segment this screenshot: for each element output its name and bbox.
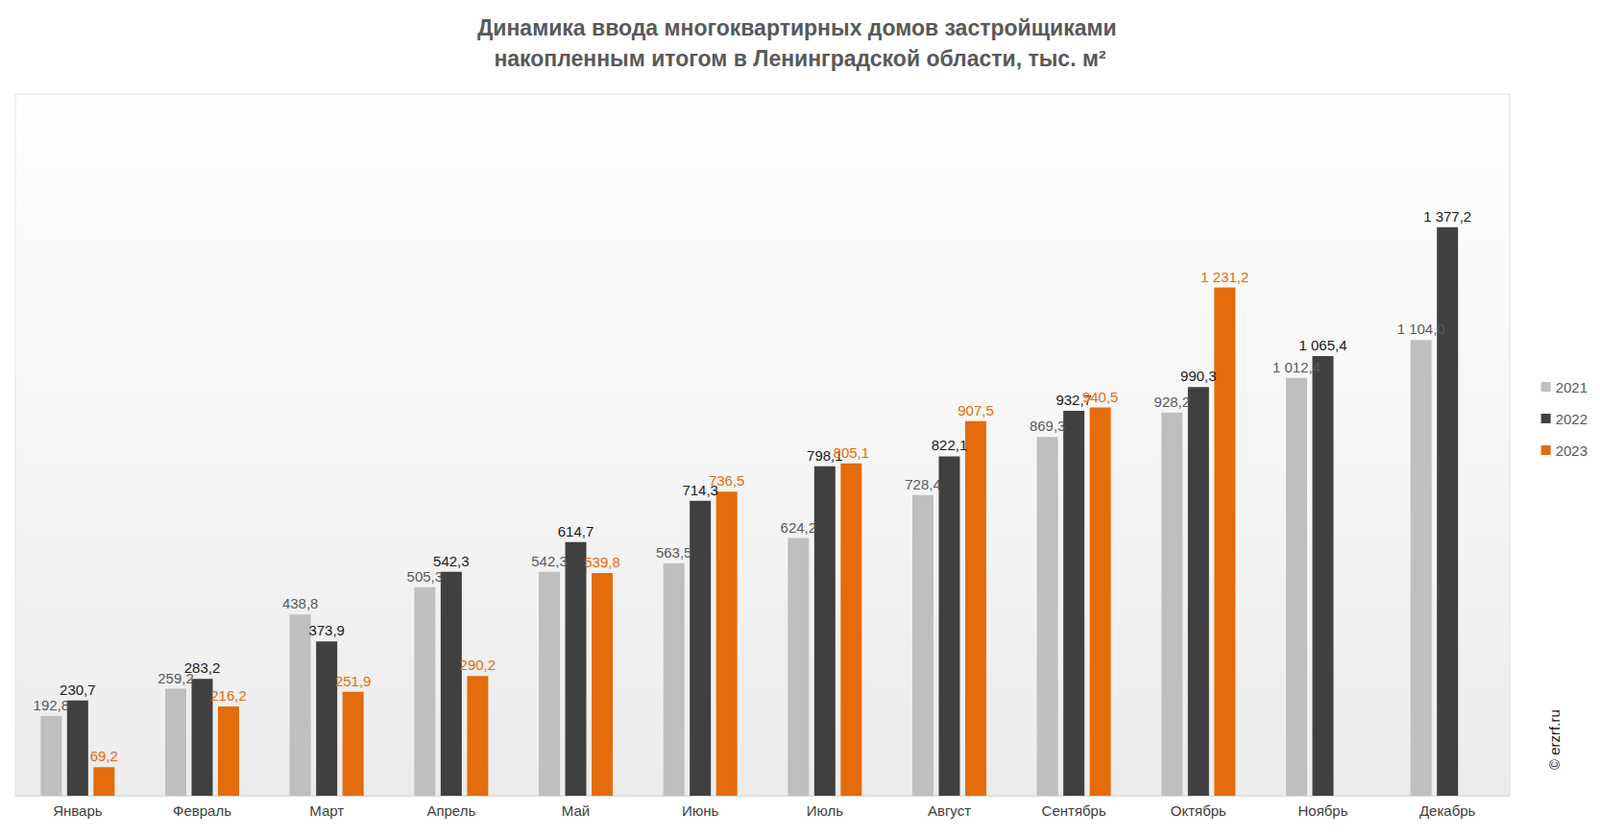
svg-text:614,7: 614,7 <box>557 523 595 540</box>
svg-text:869,3: 869,3 <box>1029 417 1067 435</box>
svg-text:1 231,2: 1 231,2 <box>1200 268 1249 286</box>
svg-text:1 377,2: 1 377,2 <box>1423 208 1472 225</box>
svg-text:728,4: 728,4 <box>904 476 942 493</box>
svg-text:230,7: 230,7 <box>59 681 97 699</box>
svg-text:928,2: 928,2 <box>1154 393 1191 411</box>
svg-text:2021: 2021 <box>1555 379 1588 396</box>
svg-text:1 012,4: 1 012,4 <box>1272 359 1321 376</box>
svg-text:192,8: 192,8 <box>33 697 71 714</box>
svg-text:539,8: 539,8 <box>583 554 621 571</box>
svg-text:Август: Август <box>927 802 971 820</box>
svg-text:283,2: 283,2 <box>184 659 221 677</box>
svg-text:Сентябрь: Сентябрь <box>1042 802 1107 820</box>
svg-text:563,5: 563,5 <box>655 544 693 561</box>
svg-text:990,3: 990,3 <box>1180 367 1217 385</box>
svg-text:Апрель: Апрель <box>426 802 476 820</box>
svg-text:505,3: 505,3 <box>407 568 444 585</box>
svg-text:накопленным итогом в Ленинград: накопленным итогом в Ленинградской облас… <box>493 46 1107 72</box>
svg-text:216,2: 216,2 <box>210 687 247 704</box>
svg-text:542,3: 542,3 <box>531 553 568 570</box>
svg-text:798,1: 798,1 <box>806 447 843 464</box>
svg-text:438,8: 438,8 <box>282 595 319 612</box>
svg-text:Динамика ввода многоквартирных: Динамика ввода многоквартирных домов зас… <box>477 15 1123 41</box>
svg-text:Июнь: Июнь <box>681 802 719 820</box>
svg-text:259,2: 259,2 <box>157 669 194 687</box>
svg-text:Май: Май <box>561 802 590 820</box>
svg-text:542,3: 542,3 <box>433 553 470 570</box>
svg-text:Ноябрь: Ноябрь <box>1297 802 1348 820</box>
svg-text:251,9: 251,9 <box>335 673 372 690</box>
svg-text:714,3: 714,3 <box>682 482 719 499</box>
svg-text:© erzrf.ru: © erzrf.ru <box>1546 709 1563 771</box>
svg-text:290,2: 290,2 <box>460 656 497 674</box>
svg-text:1 104,0: 1 104,0 <box>1397 320 1446 338</box>
svg-text:Июль: Июль <box>806 802 844 820</box>
svg-text:Январь: Январь <box>52 802 103 820</box>
svg-text:2022: 2022 <box>1555 411 1588 428</box>
svg-text:Февраль: Февраль <box>172 802 232 820</box>
svg-text:940,5: 940,5 <box>1082 388 1119 406</box>
svg-text:Октябрь: Октябрь <box>1170 802 1227 820</box>
svg-text:736,5: 736,5 <box>708 472 746 489</box>
svg-text:822,1: 822,1 <box>931 436 969 454</box>
svg-text:805,1: 805,1 <box>833 444 871 461</box>
svg-text:907,5: 907,5 <box>957 402 994 419</box>
svg-text:932,7: 932,7 <box>1055 391 1092 409</box>
svg-text:1 065,4: 1 065,4 <box>1298 337 1347 354</box>
svg-text:624,2: 624,2 <box>780 519 818 536</box>
svg-text:69,2: 69,2 <box>90 748 119 765</box>
svg-text:373,9: 373,9 <box>308 622 345 639</box>
svg-text:Март: Март <box>309 802 344 820</box>
svg-text:Декабрь: Декабрь <box>1419 802 1477 820</box>
svg-text:2023: 2023 <box>1555 442 1588 460</box>
